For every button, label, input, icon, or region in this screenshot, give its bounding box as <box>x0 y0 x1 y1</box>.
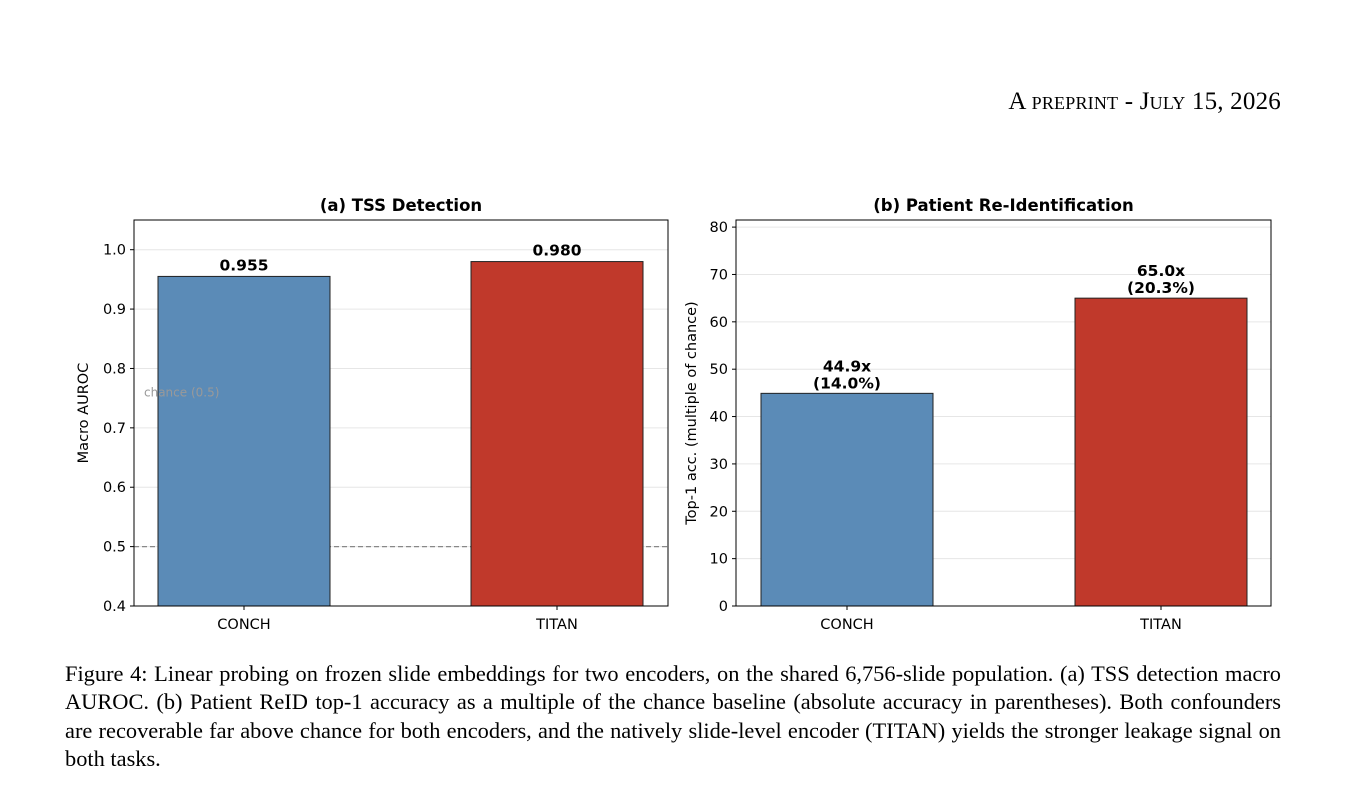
panel-a: 0.955 CONCH 0.980 TITAN chance (0.5) 0.4 0.5 0.… <box>76 196 669 633</box>
panel-b-ylabel: Top-1 acc. (multiple of chance) <box>684 301 700 525</box>
panel-b-xtick-label-conch: CONCH <box>820 617 873 633</box>
panel-a-ytick-label: 0.8 <box>103 361 126 377</box>
panel-b-value-label-conch-abs: (14.0%) <box>813 374 881 392</box>
panel-a-value-label-conch: 0.955 <box>219 256 268 274</box>
panel-a-ytick-label: 0.6 <box>103 480 126 496</box>
panel-b-title: (b) Patient Re-Identification <box>873 196 1133 215</box>
caption-prefix: Figure 4: Linear probing on frozen slide… <box>65 661 846 686</box>
panel-b-ytick-label: 50 <box>710 362 728 378</box>
figure-caption: Figure 4: Linear probing on frozen slide… <box>65 660 1281 773</box>
panel-a-axes-frame <box>133 219 669 607</box>
panel-b-xtick-label-titan: TITAN <box>1139 617 1182 633</box>
panel-a-ytick-label: 0.7 <box>103 421 126 437</box>
panel-a-bar-titan <box>470 261 644 607</box>
panel-b-ytick-label: 0 <box>719 599 728 615</box>
panel-b-bar-titan <box>1074 297 1248 607</box>
panel-b-value-label-conch-multiple: 44.9x <box>823 357 871 375</box>
panel-b-ytick-label: 10 <box>710 552 728 568</box>
panel-b-ytick-label: 80 <box>710 220 728 236</box>
panel-a-ytick-label: 0.9 <box>103 302 126 318</box>
caption-suffix: -slide population. (a) TSS detection mac… <box>65 661 1281 771</box>
panel-a-ylabel: Macro AUROC <box>76 363 92 464</box>
panel-b-ytick-label: 60 <box>710 315 728 331</box>
panel-b-ytick-label: 20 <box>710 504 728 520</box>
panel-a-xtick-label-titan: TITAN <box>535 617 578 633</box>
running-head-uly: uly <box>1149 88 1186 115</box>
panel-b-bar-conch <box>760 392 934 607</box>
running-head: A preprint - July 15, 2026 <box>1008 88 1281 116</box>
running-head-a: A <box>1008 88 1026 115</box>
panel-a-ytick-label: 0.5 <box>103 540 126 556</box>
panel-a-value-label-titan: 0.980 <box>532 242 581 260</box>
panel-a-ytick-label: 1.0 <box>103 243 126 259</box>
panel-b-ytick-label: 40 <box>710 410 728 426</box>
panel-b-axes-frame <box>735 219 1272 607</box>
panel-a-xtick-label-conch: CONCH <box>217 617 270 633</box>
panel-a-ytick-label: 0.4 <box>103 599 126 615</box>
panel-a-title: (a) TSS Detection <box>320 196 482 215</box>
panel-a-bar-conch <box>157 275 331 607</box>
panel-b: 44.9x(14.0%) CONCH 65.0x(20.3%) TITAN 0 10 20 3… <box>684 196 1272 633</box>
running-head-preprint: preprint <box>1031 88 1119 115</box>
panel-b-value-label-titan-abs: (20.3%) <box>1127 279 1195 297</box>
panel-b-value-label-titan-multiple: 65.0x <box>1137 262 1185 280</box>
running-head-j: J <box>1139 88 1150 115</box>
panel-b-ytick-label: 30 <box>710 457 728 473</box>
panel-b-ytick-label: 70 <box>710 267 728 283</box>
panel-a-chance-annotation: chance (0.5) <box>144 385 219 399</box>
running-head-sep: - <box>1118 88 1140 115</box>
caption-slide-count: 6,756 <box>845 661 896 686</box>
running-head-date: 15, 2026 <box>1185 88 1281 115</box>
